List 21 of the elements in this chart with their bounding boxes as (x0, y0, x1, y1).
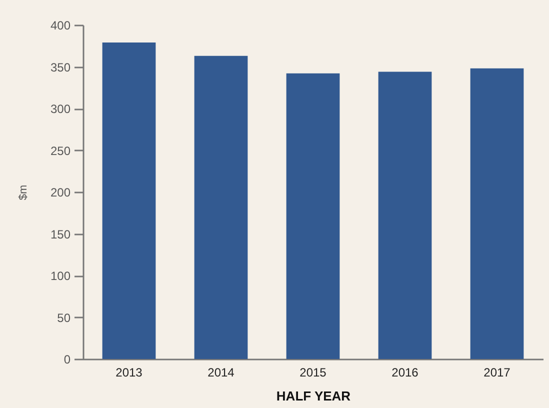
y-tick-label: 50 (57, 310, 71, 325)
bar (378, 72, 432, 359)
y-tick-label: 250 (50, 144, 71, 158)
y-tick-label: 350 (50, 60, 71, 74)
y-tick-label: 0 (64, 352, 71, 366)
x-axis-title: HALF YEAR (276, 388, 352, 404)
bar (286, 73, 340, 359)
y-axis-title: $m (17, 184, 30, 200)
x-tick-label: 2016 (392, 366, 419, 380)
x-tick-label: 2015 (300, 366, 327, 380)
x-tick-label: 2014 (208, 366, 235, 380)
y-tick-label: 400 (50, 18, 71, 32)
x-tick-label: 2017 (484, 366, 511, 380)
y-tick-label: 200 (50, 186, 71, 200)
bar (102, 42, 156, 359)
bar (194, 56, 248, 359)
bar (470, 68, 524, 359)
x-tick-label: 2013 (116, 366, 143, 380)
y-tick-label: 100 (50, 269, 71, 283)
y-tick-label: 150 (50, 227, 71, 242)
y-tick-label: 300 (50, 102, 71, 116)
